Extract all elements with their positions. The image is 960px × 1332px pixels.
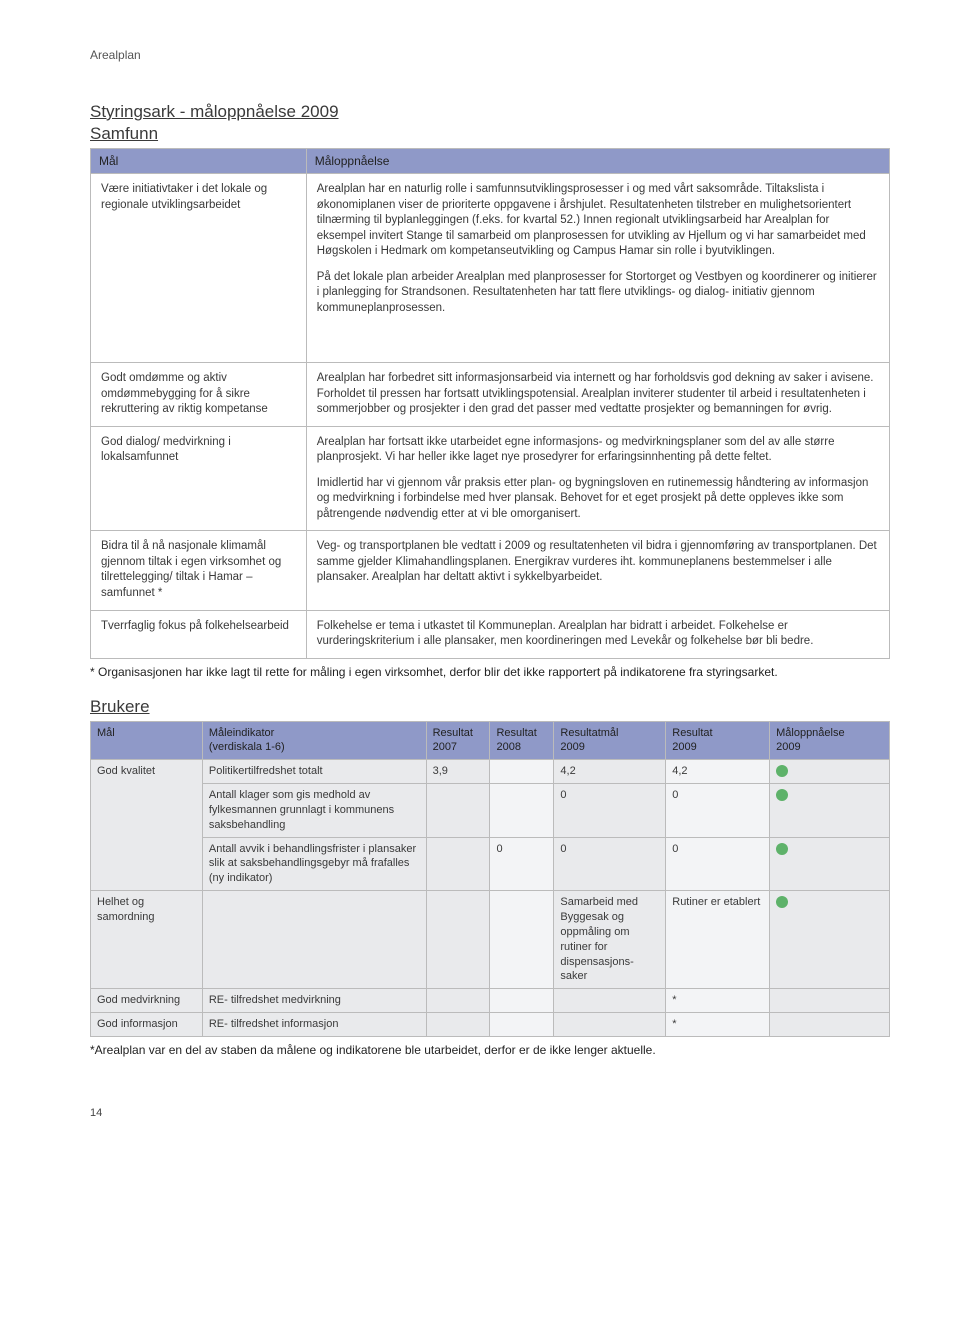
cell — [770, 1013, 890, 1037]
cell: 0 — [666, 784, 770, 838]
cell — [490, 989, 554, 1013]
table-row: Helhet og samordning Samarbeid med Bygge… — [91, 891, 890, 989]
page-header: Arealplan — [90, 48, 890, 62]
cell-opp: Arealplan har en naturlig rolle i samfun… — [306, 174, 889, 363]
paragraph: På det lokale plan arbeider Arealplan me… — [317, 270, 879, 317]
table-row: Godt omdømme og aktiv omdømmebygging for… — [91, 363, 890, 427]
cell — [770, 837, 890, 891]
paragraph: Arealplan har en naturlig rolle i samfun… — [317, 182, 879, 260]
cell: Rutiner er etablert — [666, 891, 770, 989]
col-header: Resultat2007 — [426, 721, 490, 760]
cell-mal: Tverrfaglig fokus på folkehelsearbeid — [91, 610, 307, 658]
col-header-mal: Mål — [91, 149, 307, 174]
table-row: Være initiativtaker i det lokale og regi… — [91, 174, 890, 363]
table-row: God kvalitet Politikertilfredshet totalt… — [91, 760, 890, 784]
cell-mal: Bidra til å nå nasjonale klimamål gjenno… — [91, 531, 307, 610]
cell-mal: Være initiativtaker i det lokale og regi… — [91, 174, 307, 363]
cell — [490, 1013, 554, 1037]
cell-mal: God dialog/ medvirkning i lokalsamfunnet — [91, 426, 307, 531]
col-header: Resultatmål2009 — [554, 721, 666, 760]
cell — [426, 989, 490, 1013]
cell — [490, 891, 554, 989]
cell — [426, 837, 490, 891]
cell — [426, 1013, 490, 1037]
paragraph: Imidlertid har vi gjennom vår praksis et… — [317, 476, 879, 523]
table-row: Tverrfaglig fokus på folkehelsearbeid Fo… — [91, 610, 890, 658]
col-header: Mål — [91, 721, 203, 760]
cell — [770, 989, 890, 1013]
cell: 4,2 — [666, 760, 770, 784]
table-row: God informasjon RE- tilfredshet informas… — [91, 1013, 890, 1037]
cell — [554, 989, 666, 1013]
cell — [426, 784, 490, 838]
col-header: Måloppnåelse2009 — [770, 721, 890, 760]
section2-subtitle: Brukere — [90, 697, 890, 717]
status-dot-icon — [776, 896, 788, 908]
status-dot-icon — [776, 765, 788, 777]
cell: 0 — [666, 837, 770, 891]
cell — [554, 1013, 666, 1037]
col-header: Resultat2009 — [666, 721, 770, 760]
cell: Politikertilfredshet totalt — [202, 760, 426, 784]
cell: 4,2 — [554, 760, 666, 784]
col-header-opp: Måloppnåelse — [306, 149, 889, 174]
cell: God medvirkning — [91, 989, 203, 1013]
cell: Antall avvik i behandlingsfrister i plan… — [202, 837, 426, 891]
col-header: Resultat2008 — [490, 721, 554, 760]
cell: Helhet og samordning — [91, 891, 203, 989]
cell-opp: Arealplan har fortsatt ikke utarbeidet e… — [306, 426, 889, 531]
col-header: Måleindikator (verdiskala 1-6) — [202, 721, 426, 760]
section1-subtitle: Samfunn — [90, 124, 890, 144]
cell: Samarbeid med Byggesak og oppmåling om r… — [554, 891, 666, 989]
cell: 0 — [490, 837, 554, 891]
section1-title: Styringsark - måloppnåelse 2009 — [90, 102, 890, 122]
cell: Antall klager som gis medhold av fylkesm… — [202, 784, 426, 838]
samfunn-table: Mål Måloppnåelse Være initiativtaker i d… — [90, 148, 890, 659]
cell: God informasjon — [91, 1013, 203, 1037]
page-number: 14 — [90, 1107, 890, 1119]
cell-opp: Folkehelse er tema i utkastet til Kommun… — [306, 610, 889, 658]
table-row: Bidra til å nå nasjonale klimamål gjenno… — [91, 531, 890, 610]
cell — [770, 760, 890, 784]
cell-opp: Veg- og transportplanen ble vedtatt i 20… — [306, 531, 889, 610]
status-dot-icon — [776, 843, 788, 855]
cell-opp: Arealplan har forbedret sitt informasjon… — [306, 363, 889, 427]
cell: RE- tilfredshet informasjon — [202, 1013, 426, 1037]
cell-mal: Godt omdømme og aktiv omdømmebygging for… — [91, 363, 307, 427]
brukere-table: Mål Måleindikator (verdiskala 1-6) Resul… — [90, 721, 890, 1037]
cell: * — [666, 989, 770, 1013]
paragraph: Arealplan har fortsatt ikke utarbeidet e… — [317, 435, 879, 466]
cell: 0 — [554, 784, 666, 838]
cell — [490, 760, 554, 784]
cell: 0 — [554, 837, 666, 891]
cell: God kvalitet — [91, 760, 203, 891]
status-dot-icon — [776, 789, 788, 801]
table-row: Antall klager som gis medhold av fylkesm… — [91, 784, 890, 838]
table-row: Antall avvik i behandlingsfrister i plan… — [91, 837, 890, 891]
section2-footnote: *Arealplan var en del av staben da målen… — [90, 1043, 890, 1057]
table-row: God medvirkning RE- tilfredshet medvirkn… — [91, 989, 890, 1013]
section1-footnote: * Organisasjonen har ikke lagt til rette… — [90, 665, 890, 679]
table-row: God dialog/ medvirkning i lokalsamfunnet… — [91, 426, 890, 531]
cell: 3,9 — [426, 760, 490, 784]
cell — [770, 784, 890, 838]
cell — [490, 784, 554, 838]
cell: * — [666, 1013, 770, 1037]
cell — [202, 891, 426, 989]
cell: RE- tilfredshet medvirkning — [202, 989, 426, 1013]
cell — [770, 891, 890, 989]
cell — [426, 891, 490, 989]
